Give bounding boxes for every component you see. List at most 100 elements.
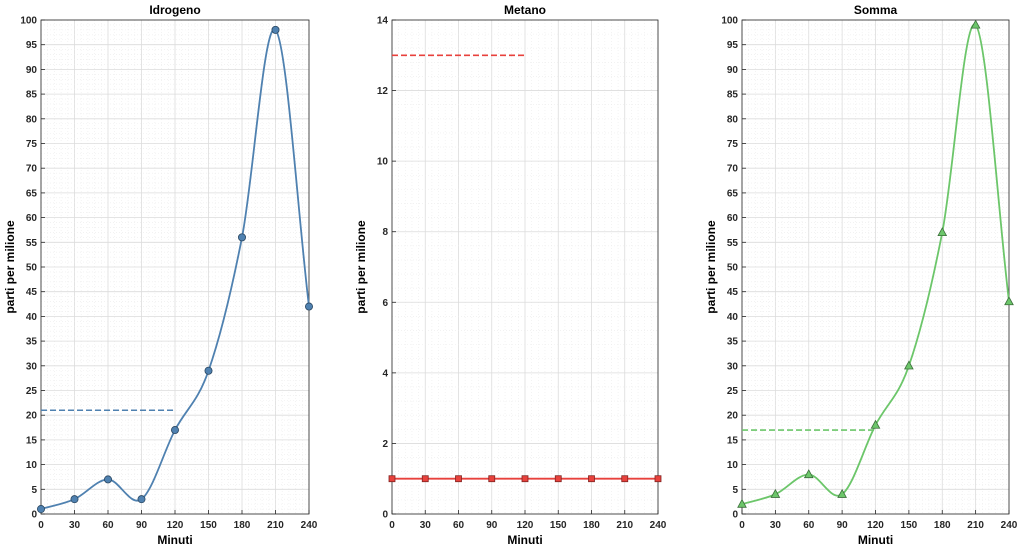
- data-point: [554, 475, 562, 483]
- x-tick-label: 120: [167, 520, 184, 531]
- x-tick-label: 0: [739, 520, 745, 531]
- x-tick-label: 0: [38, 520, 44, 531]
- chart-title: Metano: [504, 3, 546, 17]
- panel-idrogeno: 0 30 60 90 120 150 180 210 240 0 5 10 15 20 25 30 35 40 45…: [3, 3, 318, 547]
- data-point: [521, 475, 529, 483]
- x-axis-title: Minuti: [507, 533, 542, 547]
- data-point: [137, 495, 146, 504]
- x-tick-label: 210: [616, 520, 633, 531]
- data-point: [803, 469, 814, 479]
- y-tick-label: 35: [727, 337, 739, 348]
- y-axis-title: parti per milione: [704, 220, 718, 314]
- y-tick-label: 30: [727, 361, 739, 372]
- x-tick-label: 240: [1001, 520, 1018, 531]
- x-tick-label: 60: [102, 520, 114, 531]
- y-tick-label: 0: [732, 510, 738, 521]
- x-tick-label: 30: [69, 520, 81, 531]
- y-tick-label: 20: [26, 411, 38, 422]
- x-tick-label: 150: [200, 520, 217, 531]
- data-point: [937, 227, 948, 237]
- y-tick-label: 8: [382, 227, 388, 238]
- y-tick-label: 85: [26, 90, 38, 101]
- y-tick-label: 90: [26, 65, 38, 76]
- data-point: [621, 475, 629, 483]
- x-tick-label: 210: [267, 520, 284, 531]
- data-point: [70, 495, 79, 504]
- x-tick-label: 30: [420, 520, 432, 531]
- x-tick-label: 90: [486, 520, 498, 531]
- x-tick-label: 180: [934, 520, 951, 531]
- y-tick-label: 0: [31, 510, 37, 521]
- y-tick-label: 90: [727, 65, 739, 76]
- y-tick-label: 55: [26, 238, 38, 249]
- data-point: [170, 426, 179, 435]
- x-axis-title: Minuti: [858, 533, 893, 547]
- y-axis-title: parti per milione: [3, 220, 17, 314]
- data-point: [237, 233, 246, 242]
- data-point: [304, 302, 313, 311]
- y-tick-label: 65: [727, 188, 739, 199]
- data-point: [104, 475, 113, 484]
- x-tick-label: 60: [453, 520, 465, 531]
- data-point: [388, 475, 396, 483]
- grid: [40, 19, 310, 515]
- y-tick-label: 45: [26, 287, 38, 298]
- y-axis-title: parti per milione: [354, 220, 368, 314]
- y-tick-label: 45: [727, 287, 739, 298]
- data-point: [870, 419, 881, 429]
- y-tick-label: 30: [26, 361, 38, 372]
- x-tick-label: 90: [136, 520, 148, 531]
- x-tick-label: 180: [234, 520, 251, 531]
- y-tick-label: 10: [377, 157, 389, 168]
- y-tick-label: 65: [26, 188, 38, 199]
- y-tick-label: 15: [727, 435, 739, 446]
- data-point: [204, 366, 213, 375]
- y-tick-label: 60: [727, 213, 739, 224]
- y-tick-label: 25: [727, 386, 739, 397]
- grid: [741, 19, 1010, 515]
- x-tick-label: 60: [803, 520, 815, 531]
- panel-metano: 0 30 60 90 120 150 180 210 240 0 2 4 6 8 10 12 14 Metano M…: [354, 3, 667, 547]
- x-tick-label: 210: [967, 520, 984, 531]
- data-point: [654, 475, 662, 483]
- x-tick-label: 150: [901, 520, 918, 531]
- y-tick-label: 12: [377, 86, 389, 97]
- y-tick-label: 100: [20, 16, 37, 27]
- y-tick-label: 35: [26, 337, 38, 348]
- x-tick-label: 240: [301, 520, 318, 531]
- data-point: [588, 475, 595, 483]
- y-tick-label: 70: [727, 164, 739, 175]
- y-tick-label: 95: [727, 40, 739, 51]
- x-tick-label: 120: [517, 520, 534, 531]
- y-tick-label: 0: [382, 510, 388, 521]
- y-tick-label: 25: [26, 386, 38, 397]
- data-point: [970, 19, 981, 29]
- y-tick-label: 15: [26, 435, 38, 446]
- data-point: [455, 475, 462, 483]
- y-tick-label: 70: [26, 164, 38, 175]
- y-tick-label: 6: [382, 298, 388, 309]
- x-tick-label: 150: [550, 520, 567, 531]
- y-tick-label: 80: [727, 114, 739, 125]
- x-tick-label: 30: [770, 520, 782, 531]
- y-tick-label: 40: [26, 312, 38, 323]
- data-point: [421, 475, 429, 483]
- data-point: [488, 475, 496, 483]
- x-tick-label: 0: [389, 520, 395, 531]
- y-tick-label: 95: [26, 40, 38, 51]
- y-tick-label: 100: [721, 16, 738, 27]
- data-point: [1004, 296, 1014, 306]
- y-tick-label: 10: [727, 460, 739, 471]
- data-point: [737, 498, 747, 508]
- x-tick-label: 180: [583, 520, 600, 531]
- y-tick-label: 40: [727, 312, 739, 323]
- x-tick-label: 240: [650, 520, 667, 531]
- data-point: [770, 488, 781, 498]
- data-point: [37, 505, 46, 514]
- y-tick-label: 55: [727, 238, 739, 249]
- y-tick-label: 75: [26, 139, 38, 150]
- x-tick-label: 90: [837, 520, 849, 531]
- y-tick-label: 4: [382, 368, 388, 379]
- y-tick-label: 10: [26, 460, 38, 471]
